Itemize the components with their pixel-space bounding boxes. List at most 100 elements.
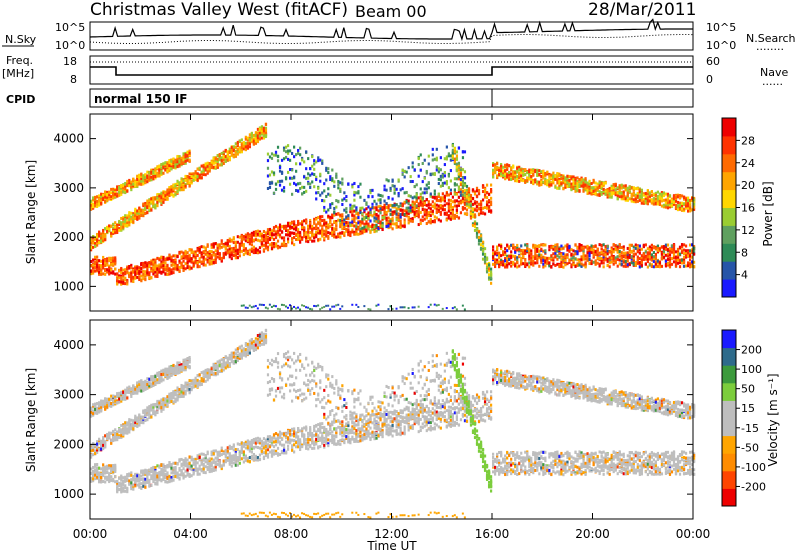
power-cell [132,275,135,279]
power-cell [449,179,452,183]
power-cell [174,260,177,264]
power-cell [162,197,165,201]
power-cell [305,218,308,222]
power-cell [92,263,95,267]
power-cell [240,304,243,307]
power-cell [270,242,274,246]
power-cell [118,274,121,278]
power-cell [226,158,229,162]
power-cell [268,181,272,185]
power-cell [351,303,354,306]
power-cell [120,223,123,227]
power-cell [512,262,515,266]
power-cell [550,254,553,258]
power-cell [383,199,386,203]
power-cell [246,306,249,309]
power-cell [427,211,430,215]
power-cell [556,249,559,253]
power-cell [375,229,378,233]
power-cell [612,186,615,190]
power-cell [264,128,268,132]
power-cell [574,257,577,261]
power-cell [142,269,145,273]
power-cell [114,267,117,271]
power-cell [311,155,314,159]
power-cell [282,244,286,248]
power-cell [132,270,135,274]
power-cell [319,174,322,178]
power-cell [158,270,161,274]
power-cell [214,242,217,246]
power-cell [371,195,374,199]
power-cell [254,131,258,135]
power-cell [305,167,308,171]
power-cell [293,181,296,185]
power-cell [419,197,422,201]
power-cell [216,160,219,164]
power-cell [136,174,139,178]
power-cell [325,178,328,182]
power-cell [98,270,101,274]
power-cell [166,267,169,271]
power-cell [367,194,370,198]
power-cell [552,181,555,185]
power-cell [574,264,577,268]
power-cell [347,229,350,233]
power-cell [222,244,225,248]
power-cell [341,227,344,231]
power-cell [431,153,434,157]
power-cell [144,175,147,179]
power-cell [118,227,121,231]
power-cell [427,306,430,309]
power-cell [184,184,187,188]
power-cell [359,182,362,186]
power-cell [256,229,260,233]
power-cell [576,250,579,254]
power-cell [524,251,527,255]
power-cell [391,204,394,208]
power-cell [520,252,523,256]
power-cell [208,167,211,171]
power-cell [266,230,270,234]
power-cell [379,204,382,208]
power-cell [104,234,107,238]
power-cell [200,170,203,174]
power-cell [455,154,459,158]
power-cell [309,219,312,223]
power-cell [524,173,527,177]
power-cell [242,243,245,247]
power-cell [359,206,362,210]
power-cell [102,272,105,276]
power-cell [385,225,388,229]
power-cell [473,222,477,226]
power-cell [612,191,615,195]
power-cell [516,179,519,183]
power-cell [284,155,288,159]
power-cell [465,194,469,198]
power-cell [542,262,545,266]
power-cell [206,161,209,165]
cpid-frame [89,88,694,108]
power-cell [367,211,370,215]
power-cell [477,242,481,246]
power-cell [264,246,268,250]
power-cell [369,229,372,233]
power-cell [118,186,121,190]
power-cell [168,272,171,276]
power-cell [268,155,272,159]
power-cell [160,171,163,175]
power-cell [481,244,485,248]
power-cell [323,232,326,236]
power-cell [104,227,107,231]
power-cell [453,150,457,154]
power-cell [124,214,127,218]
power-cell [295,153,298,157]
power-cell [492,171,495,175]
power-cell [196,178,199,182]
power-cell [435,203,438,207]
power-cell [439,206,442,210]
power-cell [335,212,338,216]
power-cell [361,231,364,235]
power-data [90,122,696,311]
power-cell [431,172,434,176]
